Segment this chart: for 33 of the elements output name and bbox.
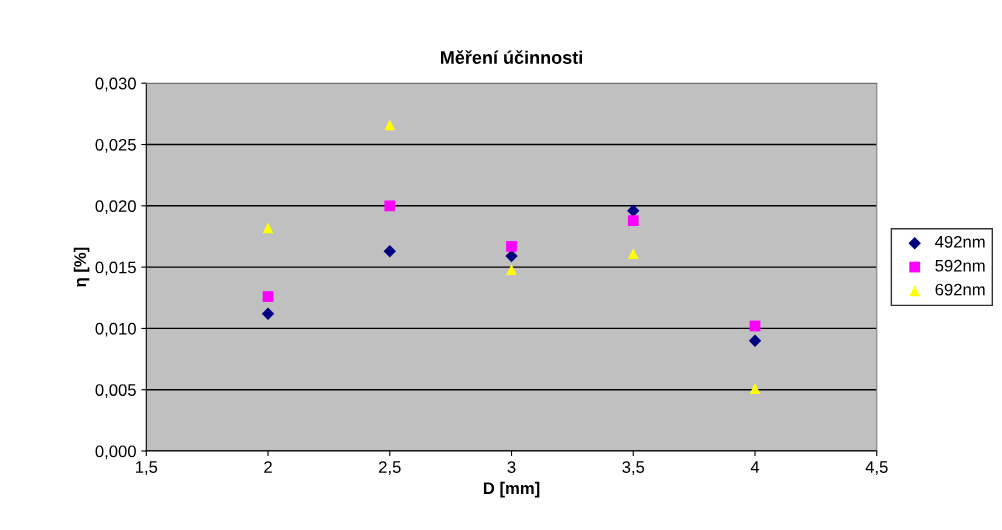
point: [261, 307, 275, 320]
y-tick-label: 0,010: [95, 322, 136, 337]
x-axis-title: D [mm]: [483, 481, 540, 498]
point: [384, 200, 396, 212]
point: [627, 248, 639, 260]
x-tick-label: 4,5: [865, 461, 888, 475]
x-tick-label: 1,5: [135, 461, 158, 475]
point: [748, 334, 762, 347]
y-tick-label: 0,030: [95, 77, 136, 92]
point: [506, 240, 517, 252]
point: [384, 119, 396, 131]
x-tick-label: 2,5: [379, 461, 401, 475]
point: [749, 383, 761, 394]
chart-title: Měření účinnosti: [441, 50, 582, 64]
point: [262, 291, 274, 302]
y-tick-label: 0,015: [95, 261, 136, 276]
x-tick-label: 4: [750, 461, 760, 473]
legend-label: 692nm: [935, 283, 985, 296]
y-axis-title: η [%]: [73, 247, 90, 287]
x-tick-label: 3,5: [622, 461, 645, 475]
y-tick-label: 0,000: [95, 445, 136, 460]
y-tick-label: 0,005: [95, 384, 136, 398]
y-tick-label: 0,025: [95, 138, 136, 153]
point: [627, 204, 640, 217]
x-tick-label: 2: [264, 461, 272, 473]
y-tick-label: 0,020: [95, 200, 136, 214]
point: [262, 222, 274, 234]
point: [383, 244, 396, 258]
point: [627, 215, 639, 226]
point: [506, 264, 517, 275]
legend-label: 592nm: [935, 259, 985, 272]
legend-label: 492nm: [935, 235, 985, 248]
x-tick-label: 3: [507, 461, 516, 473]
